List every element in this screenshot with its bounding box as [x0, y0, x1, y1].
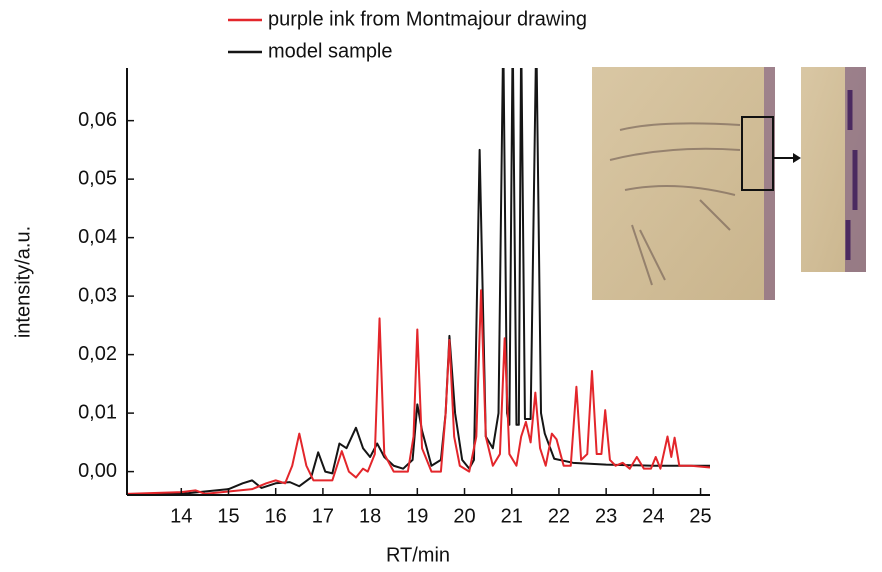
- y-tick-label: 0,02: [78, 343, 117, 365]
- y-tick-label: 0,03: [78, 284, 117, 306]
- legend-label: model sample: [268, 40, 393, 62]
- x-tick-label: 21: [501, 505, 523, 527]
- legend-label: purple ink from Montmajour drawing: [268, 8, 587, 30]
- x-tick-label: 23: [595, 505, 617, 527]
- y-tick-label: 0,05: [78, 167, 117, 189]
- inset-photo: [592, 67, 866, 300]
- y-tick-label: 0,06: [78, 109, 117, 131]
- y-axis-title: intensity/a.u.: [12, 226, 34, 338]
- x-tick-label: 16: [265, 505, 287, 527]
- series-line: [127, 289, 710, 495]
- x-tick-label: 14: [170, 505, 192, 527]
- x-tick-label: 24: [642, 505, 664, 527]
- x-axis-title: RT/min: [386, 544, 450, 566]
- x-tick-label: 25: [689, 505, 711, 527]
- plot-area: [127, 68, 710, 495]
- y-tick-label: 0,01: [78, 401, 117, 423]
- y-tick-label: 0,04: [78, 226, 117, 248]
- x-tick-label: 22: [548, 505, 570, 527]
- x-tick-label: 19: [406, 505, 428, 527]
- x-tick-label: 18: [359, 505, 381, 527]
- x-tick-label: 20: [453, 505, 475, 527]
- x-tick-label: 17: [312, 505, 334, 527]
- x-tick-label: 15: [217, 505, 239, 527]
- y-tick-label: 0,00: [78, 460, 117, 482]
